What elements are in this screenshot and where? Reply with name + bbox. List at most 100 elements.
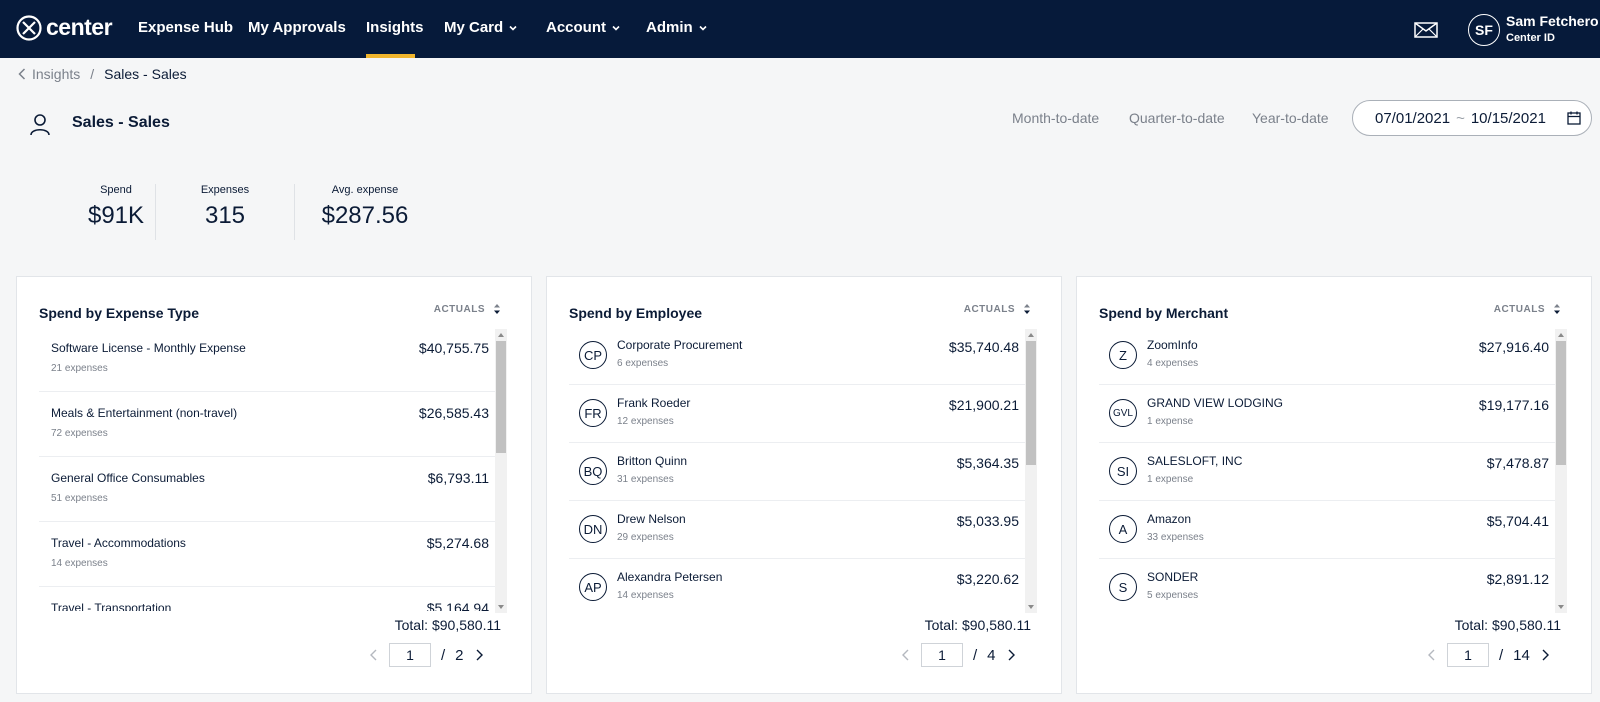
item-amount: $5,164.94 <box>426 600 489 611</box>
item-count: 12 expenses <box>617 416 674 427</box>
item-name: Travel - Transportation <box>51 601 172 611</box>
list-item[interactable]: DN Drew Nelson 29 expenses $5,033.95 <box>569 501 1031 559</box>
expense-type-list: Software License - Monthly Expense 21 ex… <box>39 327 501 611</box>
list-item[interactable]: Software License - Monthly Expense 21 ex… <box>39 327 501 392</box>
breadcrumb-insights-link[interactable]: Insights <box>32 66 81 82</box>
page-number-input[interactable] <box>389 643 431 667</box>
spend-by-merchant-panel: Spend by Merchant ACTUALS Z ZoomInfo 4 e… <box>1076 276 1592 694</box>
scrollbar[interactable] <box>1555 329 1567 613</box>
sort-actuals-button[interactable]: ACTUALS <box>434 303 501 315</box>
chevron-down-icon <box>509 25 517 31</box>
sort-label: ACTUALS <box>963 303 1015 315</box>
scroll-up-icon[interactable] <box>1028 333 1034 337</box>
scrollbar[interactable] <box>495 329 507 613</box>
center-logo[interactable]: center <box>16 14 113 41</box>
nav-my-card[interactable]: My Card <box>444 19 517 36</box>
chevron-down-icon <box>699 25 707 31</box>
list-item[interactable]: BQ Britton Quinn 31 expenses $5,364.35 <box>569 443 1031 501</box>
list-item[interactable]: A Amazon 33 expenses $5,704.41 <box>1099 501 1561 559</box>
list-item[interactable]: General Office Consumables 51 expenses $… <box>39 457 501 522</box>
scroll-down-icon[interactable] <box>1558 605 1564 609</box>
date-to[interactable]: 10/15/2021 <box>1470 109 1546 127</box>
nav-my-approvals[interactable]: My Approvals <box>248 19 346 36</box>
item-name: Corporate Procurement <box>617 338 743 352</box>
scroll-down-icon[interactable] <box>1028 605 1034 609</box>
list-item[interactable]: Meals & Entertainment (non-travel) 72 ex… <box>39 392 501 457</box>
item-name: Travel - Accommodations <box>51 536 186 550</box>
page-number-input[interactable] <box>1447 643 1489 667</box>
panel-title: Spend by Expense Type <box>39 305 200 321</box>
sort-label: ACTUALS <box>1493 303 1545 315</box>
item-name: Britton Quinn <box>617 454 688 468</box>
center-logo-icon <box>16 14 42 41</box>
item-amount: $3,220.62 <box>956 571 1019 587</box>
date-from[interactable]: 07/01/2021 <box>1375 109 1451 127</box>
list-item[interactable]: Travel - Transportation $5,164.94 <box>39 587 501 611</box>
nav-account[interactable]: Account <box>546 19 620 36</box>
prev-page-icon[interactable] <box>1427 649 1437 661</box>
spend-by-expense-type-panel: Spend by Expense Type ACTUALS Software L… <box>16 276 532 694</box>
user-avatar[interactable]: SF <box>1468 14 1500 46</box>
item-amount: $5,364.35 <box>956 455 1019 471</box>
list-item[interactable]: GVL GRAND VIEW LODGING 1 expense $19,177… <box>1099 385 1561 443</box>
item-amount: $5,274.68 <box>426 535 489 551</box>
scrollbar-thumb[interactable] <box>1556 341 1566 465</box>
pagination: / 14 <box>1427 643 1550 667</box>
scroll-down-icon[interactable] <box>498 605 504 609</box>
next-page-icon[interactable] <box>1006 649 1016 661</box>
next-page-icon[interactable] <box>1540 649 1550 661</box>
prev-page-icon[interactable] <box>369 649 379 661</box>
stat-spend: Spend $91K <box>58 184 174 230</box>
user-name[interactable]: Sam Fetchero <box>1506 13 1599 29</box>
item-count: 5 expenses <box>1147 590 1199 601</box>
item-count: 51 expenses <box>51 493 108 504</box>
nav-account-label: Account <box>546 19 606 36</box>
list-item[interactable]: AP Alexandra Petersen 14 expenses $3,220… <box>569 559 1031 611</box>
nav-insights[interactable]: Insights <box>366 19 424 36</box>
quarter-to-date-button[interactable]: Quarter-to-date <box>1129 110 1225 126</box>
item-count: 21 expenses <box>51 363 108 374</box>
page-separator: / <box>1499 646 1504 664</box>
sort-icon <box>494 304 500 314</box>
list-item[interactable]: Z ZoomInfo 4 expenses $27,916.40 <box>1099 327 1561 385</box>
scroll-up-icon[interactable] <box>498 333 504 337</box>
item-amount: $27,916.40 <box>1478 339 1549 355</box>
panel-total: Total: $90,580.11 <box>924 617 1031 633</box>
panel-title: Spend by Merchant <box>1099 305 1229 321</box>
stat-avg-expense-label: Avg. expense <box>331 184 399 196</box>
item-amount: $19,177.16 <box>1478 397 1549 413</box>
next-page-icon[interactable] <box>474 649 484 661</box>
mail-icon[interactable] <box>1414 22 1438 38</box>
page-count: 2 <box>455 646 464 664</box>
item-amount: $26,585.43 <box>418 405 489 421</box>
breadcrumb: Insights / Sales - Sales <box>18 66 187 82</box>
sort-actuals-button[interactable]: ACTUALS <box>1494 303 1561 315</box>
nav-expense-hub-label: Expense Hub <box>138 19 234 36</box>
item-count: 29 expenses <box>617 532 674 543</box>
stat-expenses-value: 315 <box>204 202 246 229</box>
sort-actuals-button[interactable]: ACTUALS <box>964 303 1031 315</box>
chevron-left-icon[interactable] <box>18 68 26 80</box>
page-number-input[interactable] <box>921 643 963 667</box>
nav-expense-hub[interactable]: Expense Hub <box>138 19 233 36</box>
list-item[interactable]: FR Frank Roeder 12 expenses $21,900.21 <box>569 385 1031 443</box>
date-range-picker[interactable]: 07/01/2021 ~ 10/15/2021 <box>1352 100 1592 136</box>
nav-admin[interactable]: Admin <box>646 19 707 36</box>
year-to-date-button[interactable]: Year-to-date <box>1252 110 1329 126</box>
item-count: 31 expenses <box>617 474 674 485</box>
month-to-date-button[interactable]: Month-to-date <box>1012 110 1100 126</box>
top-nav: center Expense Hub My Approvals Insights… <box>0 0 1600 58</box>
scrollbar[interactable] <box>1025 329 1037 613</box>
prev-page-icon[interactable] <box>901 649 911 661</box>
list-item[interactable]: Travel - Accommodations 14 expenses $5,2… <box>39 522 501 587</box>
scrollbar-thumb[interactable] <box>1026 341 1036 465</box>
list-item[interactable]: SI SALESLOFT, INC 1 expense $7,478.87 <box>1099 443 1561 501</box>
calendar-icon[interactable] <box>1567 111 1581 125</box>
merchant-avatar: Z <box>1109 341 1137 369</box>
list-item[interactable]: S SONDER 5 expenses $2,891.12 <box>1099 559 1561 611</box>
item-count: 14 expenses <box>51 558 108 569</box>
scroll-up-icon[interactable] <box>1558 333 1564 337</box>
scrollbar-thumb[interactable] <box>496 341 506 453</box>
stat-expenses: Expenses 315 <box>174 184 276 230</box>
list-item[interactable]: CP Corporate Procurement 6 expenses $35,… <box>569 327 1031 385</box>
